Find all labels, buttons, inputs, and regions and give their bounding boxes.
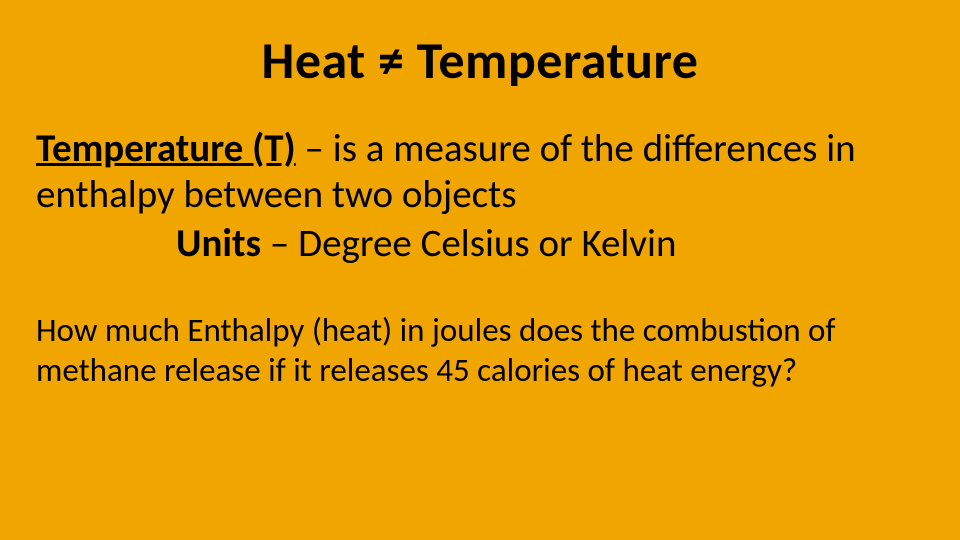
question-paragraph: How much Enthalpy (heat) in joules does …: [36, 311, 924, 390]
units-label: Units: [176, 220, 261, 267]
definition-paragraph: Temperature (T) – is a measure of the di…: [36, 126, 924, 218]
definition-term: Temperature (T): [36, 125, 296, 172]
slide-container: Heat ≠ Temperature Temperature (T) – is …: [0, 0, 960, 540]
units-separator: –: [261, 220, 298, 267]
slide-title: Heat ≠ Temperature: [36, 28, 924, 92]
units-text: Degree Celsius or Kelvin: [298, 220, 676, 267]
definition-separator: –: [296, 125, 333, 172]
units-line: Units – Degree Celsius or Kelvin: [36, 220, 924, 267]
